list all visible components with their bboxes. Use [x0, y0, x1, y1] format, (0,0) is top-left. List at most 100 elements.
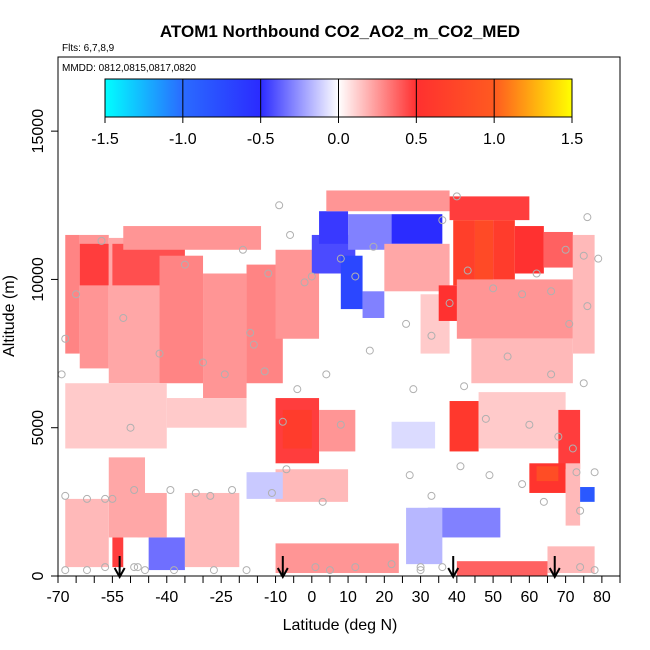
arrow-head [276, 567, 289, 580]
flights-label: Flts: 6,7,8,9 [62, 43, 115, 54]
heatmap-cell [493, 220, 515, 280]
heatmap-cell [112, 537, 124, 568]
colorbar-tick-label: -1.0 [169, 131, 197, 148]
colorbar-tick-label: -0.5 [247, 131, 275, 148]
data-point [155, 349, 164, 358]
colorbar-tick-label: 1.0 [483, 131, 505, 148]
data-point [416, 563, 425, 572]
data-point [242, 566, 251, 575]
heatmap-cell [572, 234, 595, 354]
x-tick-label: 80 [593, 589, 611, 606]
data-point [206, 491, 215, 500]
data-point [590, 468, 599, 477]
data-point [456, 462, 465, 471]
heatmap-cell [362, 291, 385, 318]
x-axis-label: Latitude (deg N) [283, 617, 398, 634]
data-point [282, 465, 291, 474]
data-point [264, 269, 273, 278]
data-point [532, 269, 541, 278]
x-tick-label: 10 [339, 589, 357, 606]
data-point [547, 370, 556, 379]
heatmap-cell [319, 211, 349, 244]
colorbar: -1.5 -1.0 -0.5 0.0 0.5 1.0 1.5 [91, 78, 583, 148]
x-tick-label: -55 [101, 589, 124, 606]
data-point [293, 385, 302, 394]
heatmap-cell [536, 466, 559, 482]
heatmap-cell [148, 537, 185, 571]
data-point [61, 566, 70, 575]
x-tick-label: 40 [448, 589, 466, 606]
data-point [438, 563, 447, 572]
x-tick-label: -10 [264, 589, 287, 606]
data-point [130, 563, 139, 572]
data-point [260, 367, 269, 376]
heatmap-cell [282, 409, 312, 449]
heatmap-cell [384, 243, 450, 292]
y-tick-label: 5000 [30, 410, 47, 446]
x-tick-label: 60 [520, 589, 538, 606]
data-point [286, 230, 295, 239]
latitude-arrow [113, 556, 126, 580]
y-axis: 0 5000 10000 15000 [30, 109, 58, 580]
heatmap-cell [543, 231, 573, 268]
heatmap-cell [456, 279, 573, 339]
data-point [180, 260, 189, 269]
data-point [503, 352, 512, 361]
data-point [101, 563, 110, 572]
data-point [267, 488, 276, 497]
heatmap-cell [319, 409, 356, 452]
x-tick-label: 50 [484, 589, 502, 606]
data-point [133, 563, 142, 572]
data-point [489, 284, 498, 293]
latitude-arrows [113, 556, 561, 580]
data-point [72, 290, 81, 299]
heatmap-cell [558, 409, 581, 470]
data-point [572, 468, 581, 477]
dates-label: MMDD: 0812,0815,0817,0820 [62, 63, 196, 74]
data-point [351, 272, 360, 281]
data-point [445, 299, 454, 308]
data-point [325, 566, 334, 575]
data-point [518, 290, 527, 299]
data-point [576, 506, 585, 515]
data-point [130, 485, 139, 494]
data-point [141, 566, 150, 575]
heatmap-cell [79, 243, 109, 286]
data-point [405, 471, 414, 480]
heatmap-cell [456, 561, 548, 576]
data-point [409, 385, 418, 394]
arrow-head [447, 567, 460, 580]
data-point [166, 485, 175, 494]
data-point [126, 423, 135, 432]
chart-title: ATOM1 Northbound CO2_AO2_m_CO2_MED [160, 22, 520, 41]
y-axis-label: Altitude (m) [1, 275, 18, 357]
plot-frame [57, 56, 621, 577]
x-tick-label: -25 [210, 589, 233, 606]
data-point [561, 245, 570, 254]
data-point [83, 494, 92, 503]
data-point [579, 379, 588, 388]
heatmap-cell [474, 220, 494, 286]
data-point [57, 370, 66, 379]
data-point [97, 236, 106, 245]
latitude-arrow [548, 556, 561, 580]
data-point [61, 491, 70, 500]
heatmap-cell [326, 190, 450, 212]
data-point [427, 331, 436, 340]
data-point [568, 444, 577, 453]
heatmap-area [65, 190, 595, 576]
heatmap-cell [184, 492, 240, 568]
y-tick-label: 0 [30, 571, 47, 580]
x-axis: -70 -55 -40 -25 -10 0 10 20 30 40 50 60 70 80 [46, 576, 621, 606]
heatmap-cell [580, 487, 595, 502]
data-point [583, 213, 592, 222]
data-point [170, 566, 179, 575]
colorbar-tick-label: 0.5 [405, 131, 427, 148]
data-point [463, 266, 472, 275]
data-point [119, 313, 128, 322]
data-point [485, 471, 494, 480]
heatmap-cell [449, 401, 479, 452]
data-point [300, 278, 309, 287]
data-point [318, 497, 327, 506]
colorbar-tick-label: -1.5 [91, 131, 119, 148]
